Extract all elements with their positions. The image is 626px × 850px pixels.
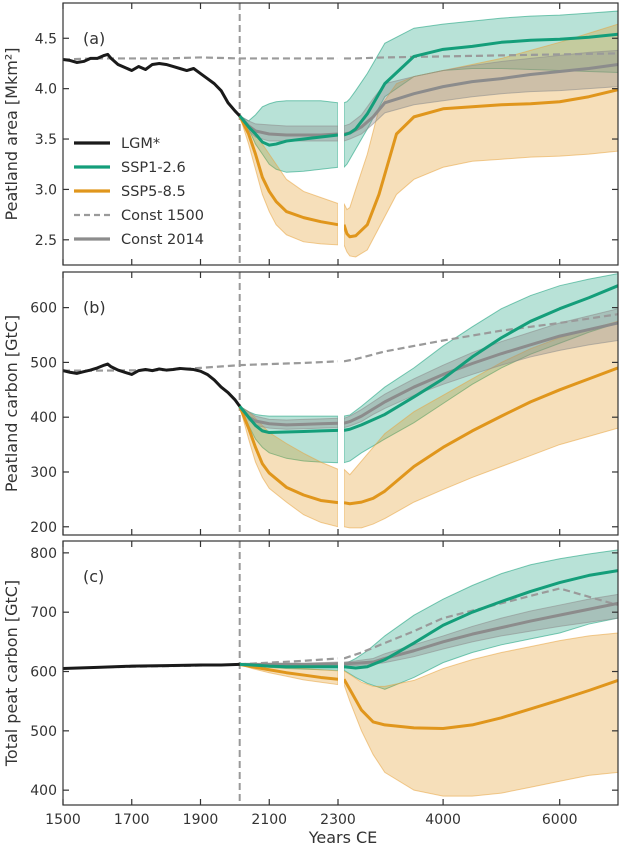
const1500-line — [343, 313, 618, 363]
y-tick-label: 600 — [30, 301, 57, 317]
const1500-line — [344, 52, 618, 60]
ssp585-line — [238, 405, 339, 505]
const2014-line — [343, 62, 618, 136]
x-axis-label: Years CE — [308, 828, 378, 847]
panel-c: 400 500 600 700 800 Total peat carbon [GtC] (c… — [2, 539, 619, 807]
x-tick-label: 2300 — [320, 812, 356, 828]
x-tick-label: 1500 — [45, 812, 81, 828]
axis-break — [338, 539, 344, 807]
legend-label: SSP1-2.6 — [121, 160, 186, 176]
legend-label: Const 1500 — [121, 208, 204, 224]
plot-area — [63, 541, 618, 805]
y-tick-label: 2.5 — [35, 233, 57, 249]
panel-label: (a) — [83, 29, 105, 48]
x-tick-label: 1700 — [114, 812, 150, 828]
ssp126-line — [239, 662, 338, 669]
y-axis-label: Peatland carbon [GtC] — [2, 315, 21, 492]
const1500-line — [63, 56, 338, 61]
ssp585-uncertainty-band — [343, 632, 618, 797]
y-tick-label: 400 — [30, 410, 57, 426]
lgm-line — [63, 362, 241, 408]
y-axis-label: Peatland area [Mkm²] — [2, 48, 21, 221]
y-tick-label: 200 — [30, 520, 57, 536]
ssp126-line — [238, 405, 339, 435]
panel-frame — [62, 271, 619, 536]
axis-break — [338, 270, 344, 537]
y-tick-label: 3.5 — [35, 132, 57, 148]
const2014-line — [343, 321, 618, 425]
panel-label: (c) — [83, 567, 104, 586]
y-tick-label: 700 — [30, 605, 57, 621]
x-tick-label: 1900 — [183, 812, 219, 828]
y-tick-label: 4.5 — [35, 31, 57, 47]
legend-label: SSP5-8.5 — [121, 184, 186, 200]
ssp585-line — [239, 662, 339, 681]
y-tick-label: 4.0 — [35, 82, 57, 98]
panel-b: 200 300 400 500 600 Peatland carbon [GtC] (b) — [2, 270, 619, 537]
ssp585-uncertainty-band — [343, 320, 618, 529]
ssp126-line — [343, 32, 618, 137]
panel-frame — [62, 540, 619, 806]
y-tick-label: 3.0 — [35, 182, 57, 198]
legend: LGM* SSP1-2.6 SSP5-8.5 Const 1500 Const 2014 — [74, 136, 204, 248]
legend-label: Const 2014 — [121, 232, 204, 248]
ssp126-line — [343, 569, 618, 670]
ssp585-line — [343, 366, 618, 506]
y-tick-label: 500 — [30, 724, 57, 740]
lgm-line — [63, 52, 241, 117]
y-tick-label: 300 — [30, 465, 57, 481]
const2014-line — [343, 601, 618, 666]
y-tick-label: 600 — [30, 665, 57, 681]
legend-label: LGM* — [121, 136, 160, 152]
const1500-line — [343, 587, 618, 660]
ssp585-line — [342, 678, 618, 730]
axis-break — [338, 1, 344, 267]
y-tick-label: 500 — [30, 355, 57, 371]
const2014-uncertainty-band — [343, 593, 618, 667]
ssp585-line — [238, 115, 339, 227]
plot-area — [63, 3, 618, 265]
x-tick-label: 4000 — [425, 812, 461, 828]
ssp126-uncertainty-band — [343, 273, 618, 464]
y-axis-label: Total peat carbon [GtC] — [2, 580, 21, 767]
plot-area — [63, 272, 618, 535]
ssp585-line — [342, 88, 618, 239]
ssp585-uncertainty-band — [343, 23, 618, 258]
y-tick-label: 800 — [30, 546, 57, 562]
panel-label: (b) — [83, 298, 106, 317]
lgm-line — [63, 662, 240, 671]
x-tick-label: 2100 — [251, 812, 287, 828]
const1500-line — [63, 360, 339, 372]
ssp126-line — [343, 284, 618, 432]
y-tick-label: 400 — [30, 783, 57, 799]
ssp126-line — [238, 114, 339, 147]
panel-frame — [62, 2, 619, 266]
panel-a: 2.5 3.0 3.5 4.0 4.5 Peatland area [Mkm²] (a) — [2, 1, 619, 267]
x-tick-label: 6000 — [542, 812, 578, 828]
